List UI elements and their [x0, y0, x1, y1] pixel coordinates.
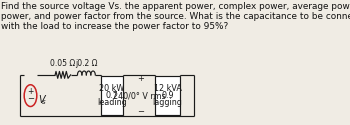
Text: 20 kW: 20 kW	[99, 84, 125, 93]
Text: lagging: lagging	[153, 98, 182, 107]
Text: −: −	[137, 107, 144, 116]
Text: +: +	[137, 74, 144, 83]
Text: 240/0° V rms: 240/0° V rms	[113, 91, 166, 100]
Text: Find the source voltage Vs. the apparent power, complex power, average power, re: Find the source voltage Vs. the apparent…	[1, 2, 350, 32]
Text: V: V	[38, 95, 45, 105]
Text: 0.9: 0.9	[161, 91, 174, 100]
Bar	[101, 76, 123, 115]
Text: +: +	[27, 87, 34, 96]
Text: s: s	[42, 99, 46, 105]
Text: 0.05 Ω: 0.05 Ω	[50, 59, 76, 68]
Text: −: −	[27, 95, 34, 104]
Text: j0.2 Ω: j0.2 Ω	[75, 59, 98, 68]
Text: 12 kVA: 12 kVA	[154, 84, 181, 93]
Text: leading: leading	[97, 98, 127, 107]
Bar	[155, 76, 180, 115]
Text: 0.7: 0.7	[106, 91, 118, 100]
